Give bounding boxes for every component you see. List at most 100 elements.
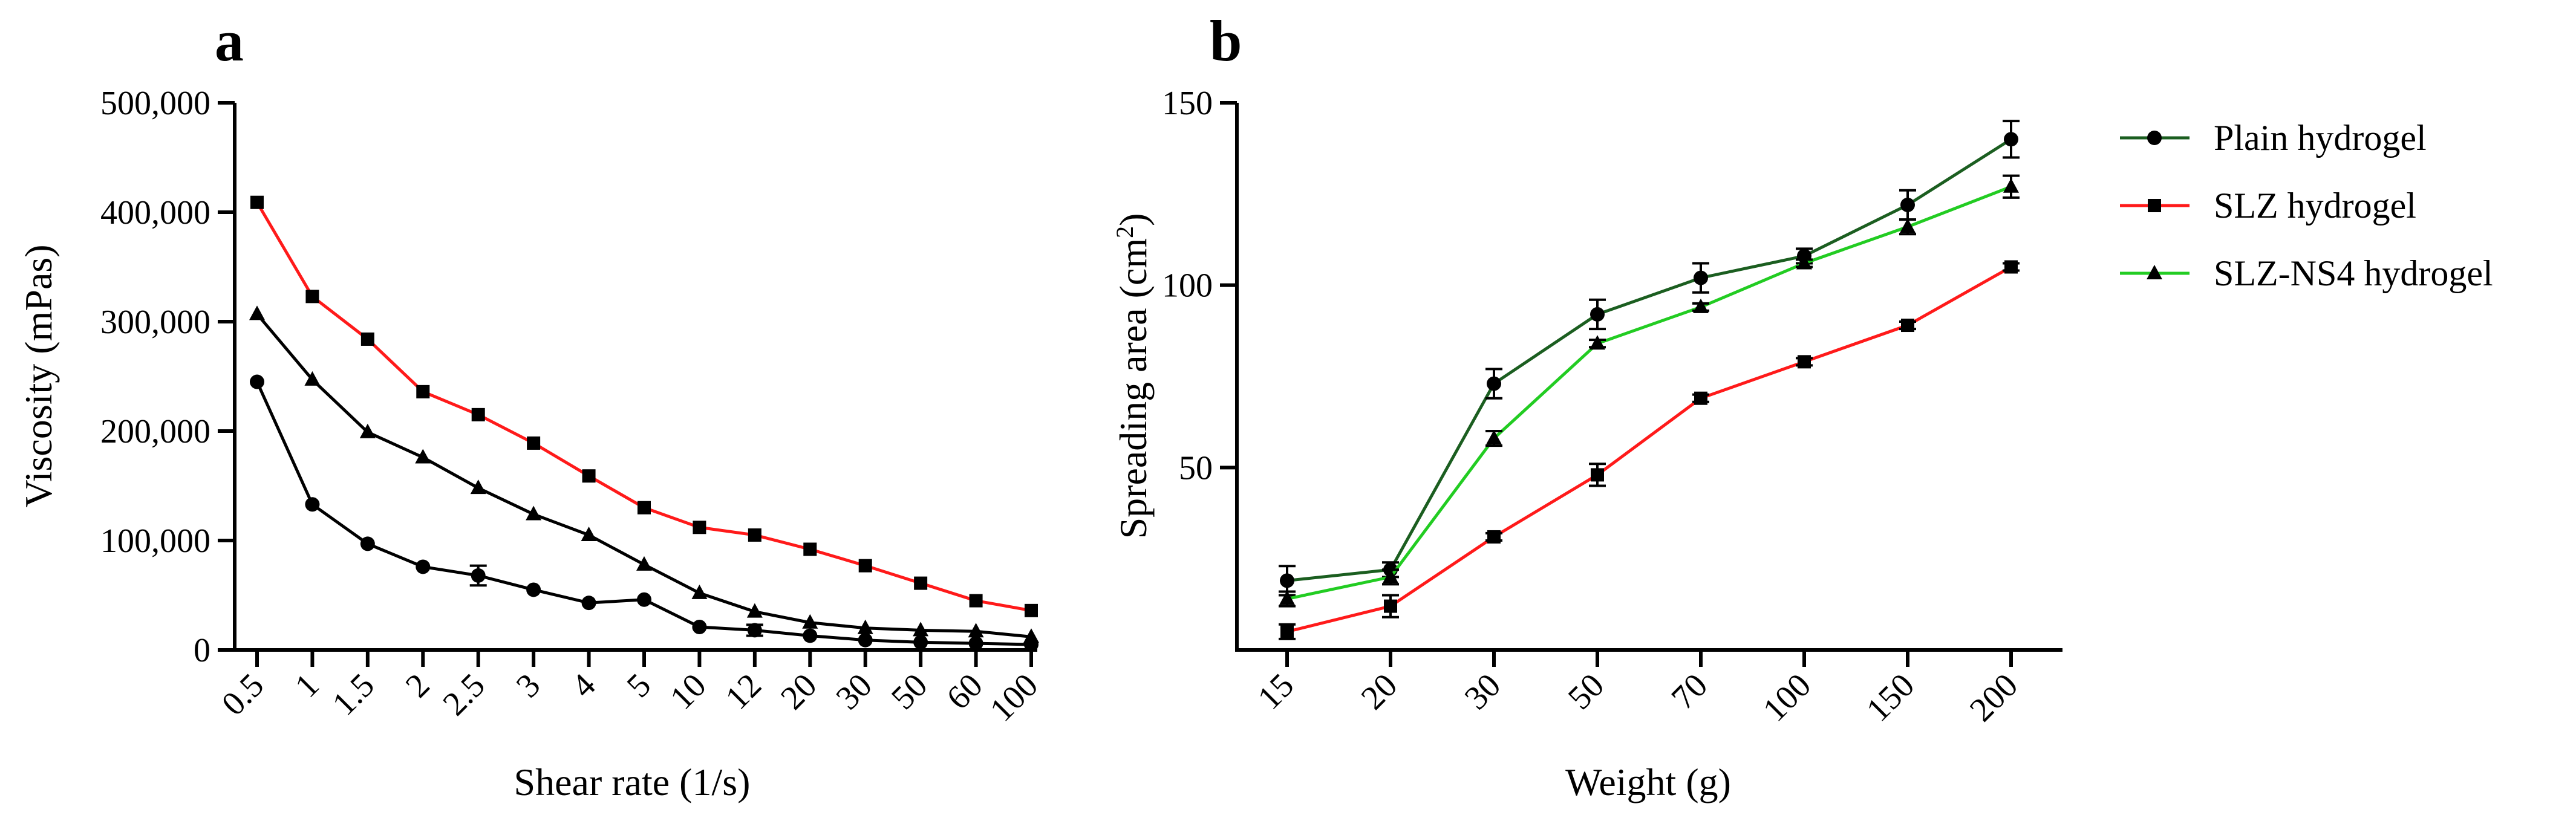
panel-a-series-1-point (691, 584, 708, 599)
panel-a-series-2-point (471, 408, 485, 421)
panel-a-series-1-point (415, 449, 431, 464)
panel-a-series-2-point (693, 521, 706, 534)
panel-a-series-1-point (359, 423, 376, 438)
panel-a-series-1-point (802, 614, 818, 629)
panel-a-series-2-point (1025, 603, 1038, 617)
panel-b-x-tick-label: 15 (1251, 666, 1301, 716)
legend-item-2-label: SLZ-NS4 hydrogel (2214, 253, 2493, 293)
panel-b-series-2-point (1279, 590, 1295, 605)
panel-a-series-2-point (305, 290, 319, 304)
panel-b-series-0-point (2004, 132, 2018, 147)
panel-a-series-1-point (636, 556, 652, 571)
panel-b-series-0-point (1900, 197, 1915, 212)
panel-a-x-tick-label: 1 (288, 666, 327, 705)
panel-a-series-2-point (250, 195, 264, 209)
panel-a-series-0 (250, 374, 1039, 652)
panel-a-series-1-point (304, 371, 321, 386)
panel-b-series-1-point (1384, 599, 1397, 613)
panel-a-y-axis-title: Viscosity (mPas) (17, 244, 60, 507)
panel-b-series-0-point (1694, 270, 1708, 285)
legend-item-1: SLZ hydrogel (2120, 186, 2416, 226)
legend-item-2-marker (2147, 265, 2162, 279)
panel-b-x-tick-label: 30 (1458, 666, 1508, 716)
panel-a-y-tick-label: 200,000 (100, 413, 210, 450)
panel-b-series-0-point (1280, 573, 1294, 588)
panel-a-x-tick-label: 4 (564, 666, 603, 705)
panel-letter-a: a (215, 8, 244, 73)
panel-a-chart: 0 100,000 200,000 300,000 400,000 500,000 0.5… (17, 85, 1045, 804)
panel-a-series-2-point (748, 528, 761, 542)
panel-b-series-1-point (1487, 530, 1501, 544)
panel-a-series-1-point (913, 622, 929, 637)
panel-letter-b: b (1210, 8, 1242, 73)
panel-a-series-0-point (305, 497, 320, 512)
panel-b-series-2-point (1590, 335, 1605, 350)
panel-a-series-2-point (858, 559, 872, 573)
panel-b-series-0 (1279, 120, 2020, 597)
panel-a-series-0-point (360, 536, 375, 551)
panel-a-x-tick-label: 1.5 (325, 666, 382, 722)
panel-b-series-1 (1279, 260, 2020, 640)
panel-a-x-tick-label: 20 (774, 666, 824, 716)
panel-a-x-tick-label: 30 (829, 666, 879, 716)
legend-item-1-label: SLZ hydrogel (2214, 186, 2416, 226)
panel-b-series-2 (1279, 174, 2020, 608)
panel-a-series-0-point (913, 635, 928, 650)
panel-a-series-0-point (858, 632, 873, 648)
panel-b-y-axis-title: Spreading area (cm2) (1111, 213, 1155, 539)
panel-a-series-2-point (969, 594, 983, 608)
panel-b-series-2-point (1486, 430, 1502, 445)
panel-a-x-tick-label: 3 (509, 666, 548, 705)
panel-a-series-1-point (581, 526, 597, 541)
panel-a-series-1-point (470, 479, 486, 495)
panel-b-y-axis-title-end: ) (1112, 213, 1155, 226)
panel-a-x-tick-label: 100 (983, 666, 1045, 729)
panel-b-series-0-line (1286, 138, 2012, 582)
panel-b-x-tick-label: 200 (1963, 666, 2025, 729)
panel-b-y-tick-label: 150 (1162, 85, 1213, 122)
panel-a-x-tick-label: 0.5 (215, 666, 271, 722)
panel-a-series-2-point (360, 332, 374, 346)
panel-b-x-tick-label: 100 (1756, 666, 1818, 729)
panel-b-series-2-point (2003, 178, 2019, 193)
panel-b-series-1-line (1286, 265, 2012, 634)
panel-b-series-1-point (1591, 468, 1604, 482)
panel-a-series-0-point (250, 374, 264, 389)
panel-a-series-0-point (637, 592, 651, 607)
panel-b-series-0-point (1487, 376, 1501, 391)
panel-b-series-2-point (1796, 255, 1812, 270)
panel-a-x-axis-title: Shear rate (1/s) (514, 761, 751, 804)
legend-item-0-label: Plain hydrogel (2214, 118, 2427, 158)
panel-a-series-2-point (527, 436, 541, 450)
panel-b-y-tick-label: 100 (1162, 267, 1213, 305)
panel-a-series-0-point (747, 623, 762, 638)
panel-a-x-tick-label: 60 (939, 666, 990, 716)
panel-a-x-tick-label: 2 (399, 666, 437, 705)
panel-b-series-1-point (1901, 319, 1914, 333)
panel-b-x-tick-label: 50 (1561, 666, 1611, 716)
panel-a-y-tick-label: 300,000 (100, 304, 210, 341)
panel-b-y-tick-label: 50 (1179, 449, 1213, 487)
panel-b-x-tick-label: 70 (1665, 666, 1715, 716)
panel-a-series-2-point (803, 542, 817, 556)
panel-b-series-0-point (1590, 307, 1605, 322)
panel-a-series-1-point (968, 623, 984, 638)
legend-item-0: Plain hydrogel (2120, 118, 2427, 158)
panel-a-series-1-point (249, 305, 265, 320)
panel-b-series-1-point (2004, 260, 2018, 274)
legend: Plain hydrogel SLZ hydrogel SLZ-NS4 hydrog… (2120, 118, 2493, 293)
panel-b-y-axis-title-sup: 2 (1111, 226, 1138, 238)
panel-b-x-axis-title: Weight (g) (1565, 761, 1731, 804)
panel-a-series-1-point (746, 603, 763, 618)
legend-item-0-marker (2147, 131, 2162, 145)
panel-a-series-1-point (526, 505, 542, 521)
panel-a-series-0-point (416, 559, 431, 574)
panel-b-x-tick-label: 150 (1859, 666, 1922, 729)
panel-b-y-axis-title-main: Spreading area (cm (1112, 238, 1155, 539)
panel-a-series-0-point (526, 582, 541, 597)
panel-a-series-1-point (1023, 628, 1039, 643)
legend-item-1-marker (2148, 199, 2161, 212)
panel-b-series-2-line (1286, 185, 2012, 600)
